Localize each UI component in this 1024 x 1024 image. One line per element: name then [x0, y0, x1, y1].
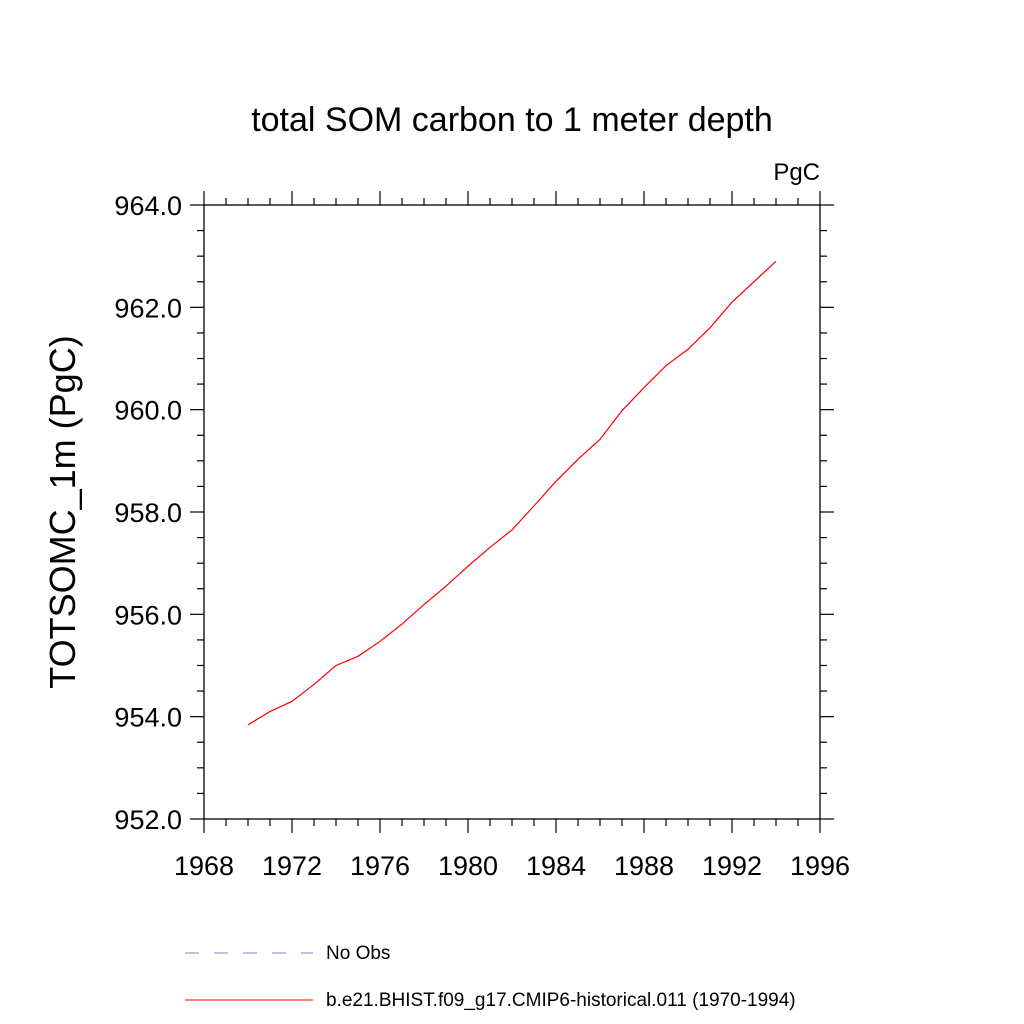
x-tick-label: 1992	[702, 851, 762, 881]
plot-frame	[203, 204, 821, 820]
x-axis-ticks	[203, 191, 821, 833]
y-tick-label: 958.0	[114, 498, 182, 528]
series-lines	[247, 260, 777, 726]
y-tick-label: 964.0	[114, 191, 182, 221]
chart-title: total SOM carbon to 1 meter depth	[251, 101, 773, 139]
legend-label-model: b.e21.BHIST.f09_g17.CMIP6-historical.011…	[326, 990, 796, 1011]
legend-label-no-obs: No Obs	[326, 943, 390, 964]
y-axis-label: TOTSOMC_1m (PgC)	[42, 335, 83, 688]
x-tick-label: 1968	[174, 851, 234, 881]
y-tick-label: 956.0	[114, 600, 182, 630]
y-axis-tick-labels: 952.0 954.0 956.0 958.0 960.0 962.0 964.0	[114, 191, 182, 835]
y-tick-label: 960.0	[114, 396, 182, 426]
series-line-1	[247, 260, 777, 726]
units-label: PgC	[773, 159, 820, 186]
y-tick-label: 962.0	[114, 293, 182, 323]
legend: No Obs b.e21.BHIST.f09_g17.CMIP6-histori…	[185, 943, 796, 1011]
x-tick-label: 1984	[526, 851, 586, 881]
x-tick-label: 1996	[790, 851, 850, 881]
y-tick-label: 952.0	[114, 805, 182, 835]
y-axis-ticks	[190, 204, 834, 820]
x-tick-label: 1988	[614, 851, 674, 881]
x-tick-label: 1972	[262, 851, 322, 881]
y-tick-label: 954.0	[114, 703, 182, 733]
x-tick-label: 1976	[350, 851, 410, 881]
x-axis-tick-labels: 1968 1972 1976 1980 1984 1988 1992 1996	[174, 851, 850, 881]
x-tick-label: 1980	[438, 851, 498, 881]
